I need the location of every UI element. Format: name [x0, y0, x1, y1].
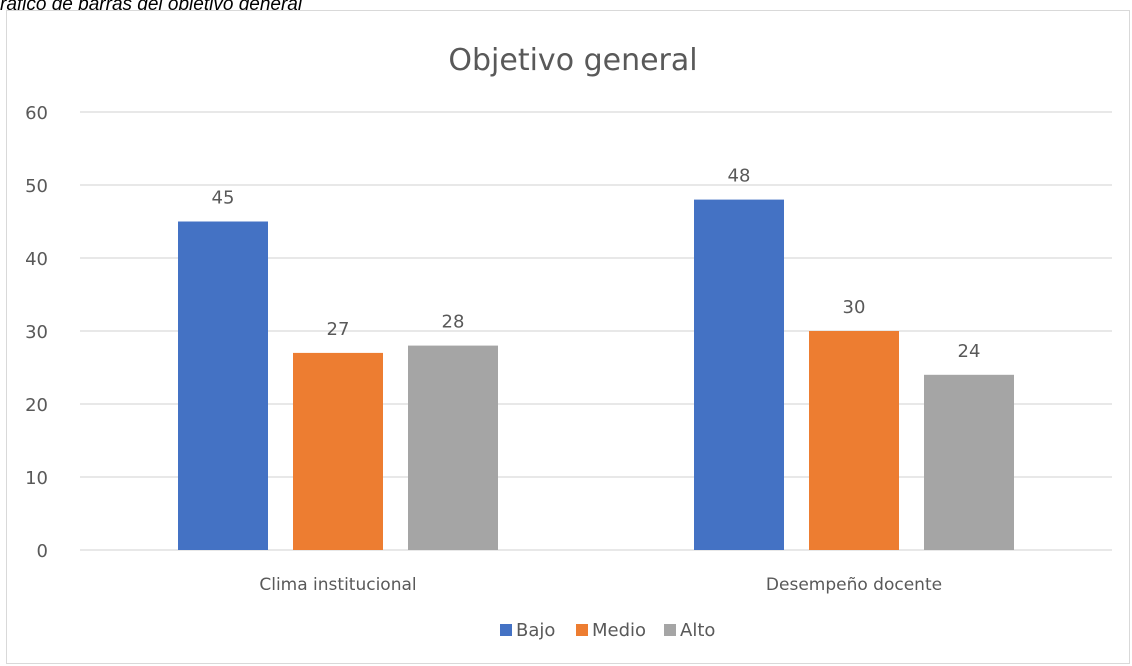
legend-swatch-bajo	[500, 624, 512, 636]
bar-alto-2	[924, 374, 1014, 550]
data-label: 28	[442, 312, 465, 333]
data-labels: 45 27 28 48 30 24	[212, 166, 981, 362]
legend-swatch-alto	[664, 624, 676, 636]
bar-bajo-1	[178, 221, 268, 550]
x-category-label: Clima institucional	[259, 575, 416, 595]
y-tick-label: 0	[37, 541, 48, 562]
data-label: 30	[843, 297, 866, 318]
bar-medio-2	[809, 331, 899, 550]
legend: Bajo Medio Alto	[500, 620, 715, 641]
legend-swatch-medio	[576, 624, 588, 636]
legend-label-medio: Medio	[592, 620, 646, 641]
y-axis-ticks: 0 10 20 30 40 50 60	[25, 103, 48, 562]
data-label: 27	[327, 319, 350, 340]
x-category-label: Desempeño docente	[766, 575, 942, 595]
data-label: 45	[212, 188, 235, 209]
data-label: 48	[728, 166, 751, 187]
y-tick-label: 20	[25, 395, 48, 416]
y-tick-label: 30	[25, 322, 48, 343]
legend-label-alto: Alto	[680, 620, 715, 641]
chart-title: Objetivo general	[448, 43, 697, 78]
bar-alto-1	[408, 345, 498, 550]
y-tick-label: 40	[25, 249, 48, 270]
data-label: 24	[958, 341, 981, 362]
y-tick-label: 50	[25, 176, 48, 197]
bar-bajo-2	[694, 199, 784, 550]
legend-label-bajo: Bajo	[516, 620, 555, 641]
y-tick-label: 10	[25, 468, 48, 489]
x-axis-categories: Clima institucional Desempeño docente	[259, 575, 942, 595]
bar-medio-1	[293, 352, 383, 550]
y-tick-label: 60	[25, 103, 48, 124]
bars	[178, 199, 1014, 550]
